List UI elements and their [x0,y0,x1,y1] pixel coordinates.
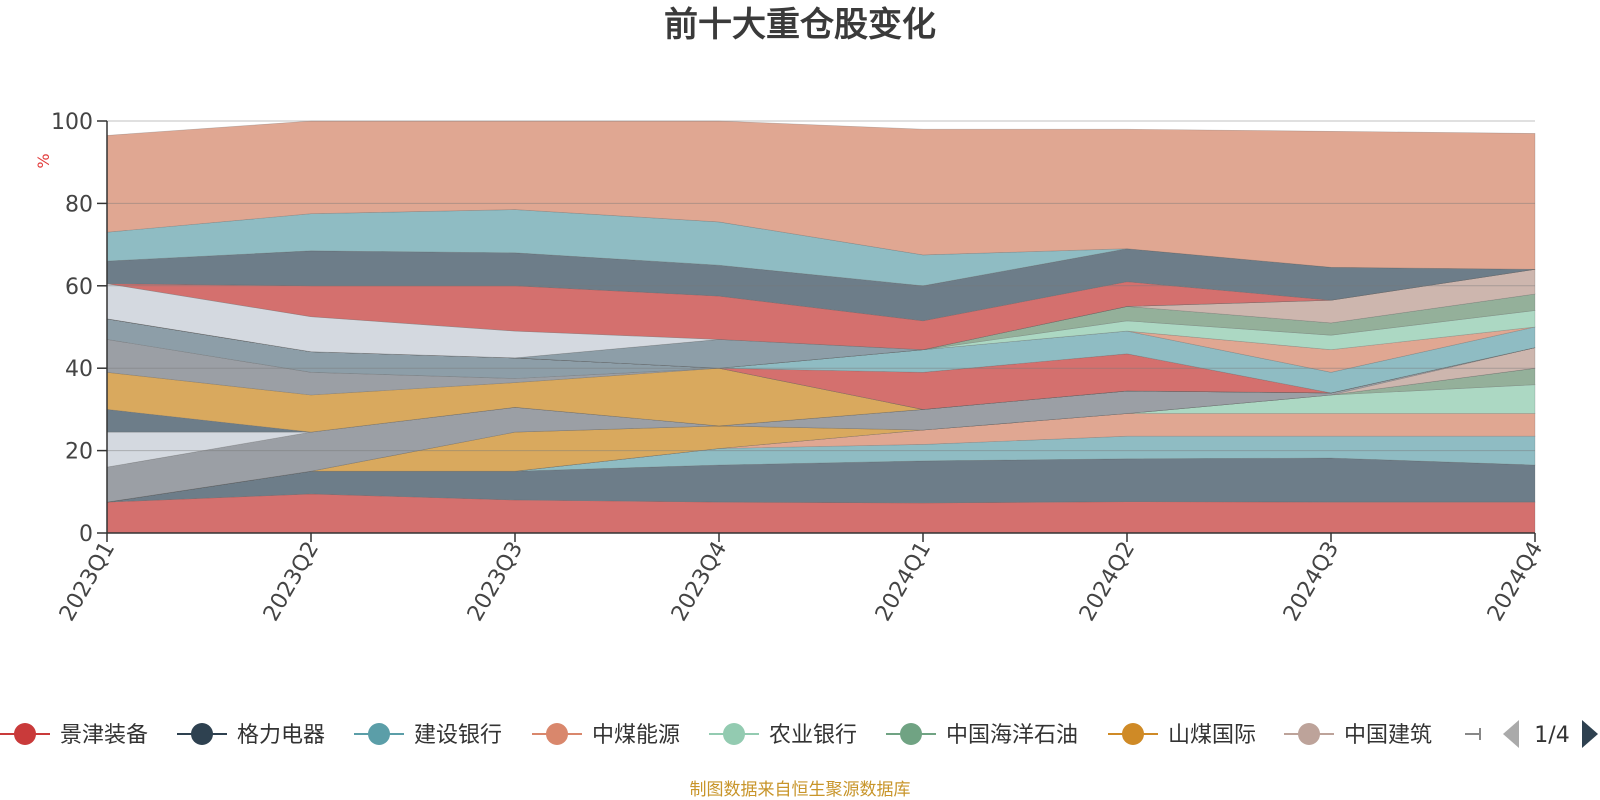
y-tick-label: 40 [65,357,93,382]
y-tick-label: 20 [65,440,93,465]
legend-label: 景津装备 [60,723,148,748]
legend-marker-icon [14,723,36,745]
x-tick-label: 2023Q3 [463,538,528,626]
area-长江电力 [106,347,1536,503]
legend-item-建设银行[interactable]: 建设银行 [354,723,502,748]
legend-marker-icon [191,723,213,745]
legend[interactable]: 景津装备 格力电器 建设银行 中煤能源 农业银行 中国海洋石油 山煤国际 中国建筑 1/4 [0,720,1598,748]
y-unit-label: % [34,153,53,168]
legend-marker-icon [1298,723,1320,745]
y-tick-label: 60 [65,275,93,300]
legend-marker-icon [723,723,745,745]
legend-next-arrow-icon[interactable] [1582,720,1598,748]
chart-title: 前十大重仓股变化 [664,5,936,45]
legend-item-农业银行[interactable]: 农业银行 [709,723,857,748]
y-tick-label: 80 [65,192,93,217]
legend-marker-icon [368,723,390,745]
x-tick-label: 2024Q4 [1483,538,1548,626]
legend-item-格力电器[interactable]: 格力电器 [177,723,325,748]
legend-item-景津装备[interactable]: 景津装备 [0,723,148,748]
legend-marker-icon [546,723,568,745]
source-note: 制图数据来自恒生聚源数据库 [690,780,911,800]
legend-item-中国海洋石油[interactable]: 中国海洋石油 [886,723,1078,748]
legend-label: 格力电器 [237,723,325,748]
legend-item-中国建筑[interactable]: 中国建筑 [1284,723,1432,748]
legend-prev-arrow-icon[interactable] [1503,720,1519,748]
legend-label: 建设银行 [414,723,502,748]
x-tick-label: 2024Q3 [1279,538,1344,626]
x-tick-label: 2024Q2 [1075,538,1140,626]
x-tick-label: 2024Q1 [871,538,936,626]
y-tick-label: 0 [79,522,93,547]
grid-lines [107,120,1535,534]
legend-label: 中煤能源 [592,723,680,748]
legend-label: 农业银行 [769,723,857,748]
legend-label: 中国建筑 [1344,723,1432,748]
legend-item-山煤国际[interactable]: 山煤国际 [1108,723,1256,748]
legend-marker-icon [1122,723,1144,745]
legend-item-中煤能源[interactable]: 中煤能源 [532,723,680,748]
area-series-group [106,120,1536,534]
x-tick-label: 2023Q4 [667,538,732,626]
legend-label: 中国海洋石油 [946,723,1078,748]
x-tick-label: 2023Q2 [259,538,324,626]
y-tick-label: 100 [51,110,93,135]
legend-label: 山煤国际 [1168,723,1256,748]
x-tick-label: 2023Q1 [55,538,120,626]
legend-page-indicator: 1/4 [1534,723,1569,748]
area-中国银行 [106,120,1536,270]
legend-marker-icon [900,723,922,745]
